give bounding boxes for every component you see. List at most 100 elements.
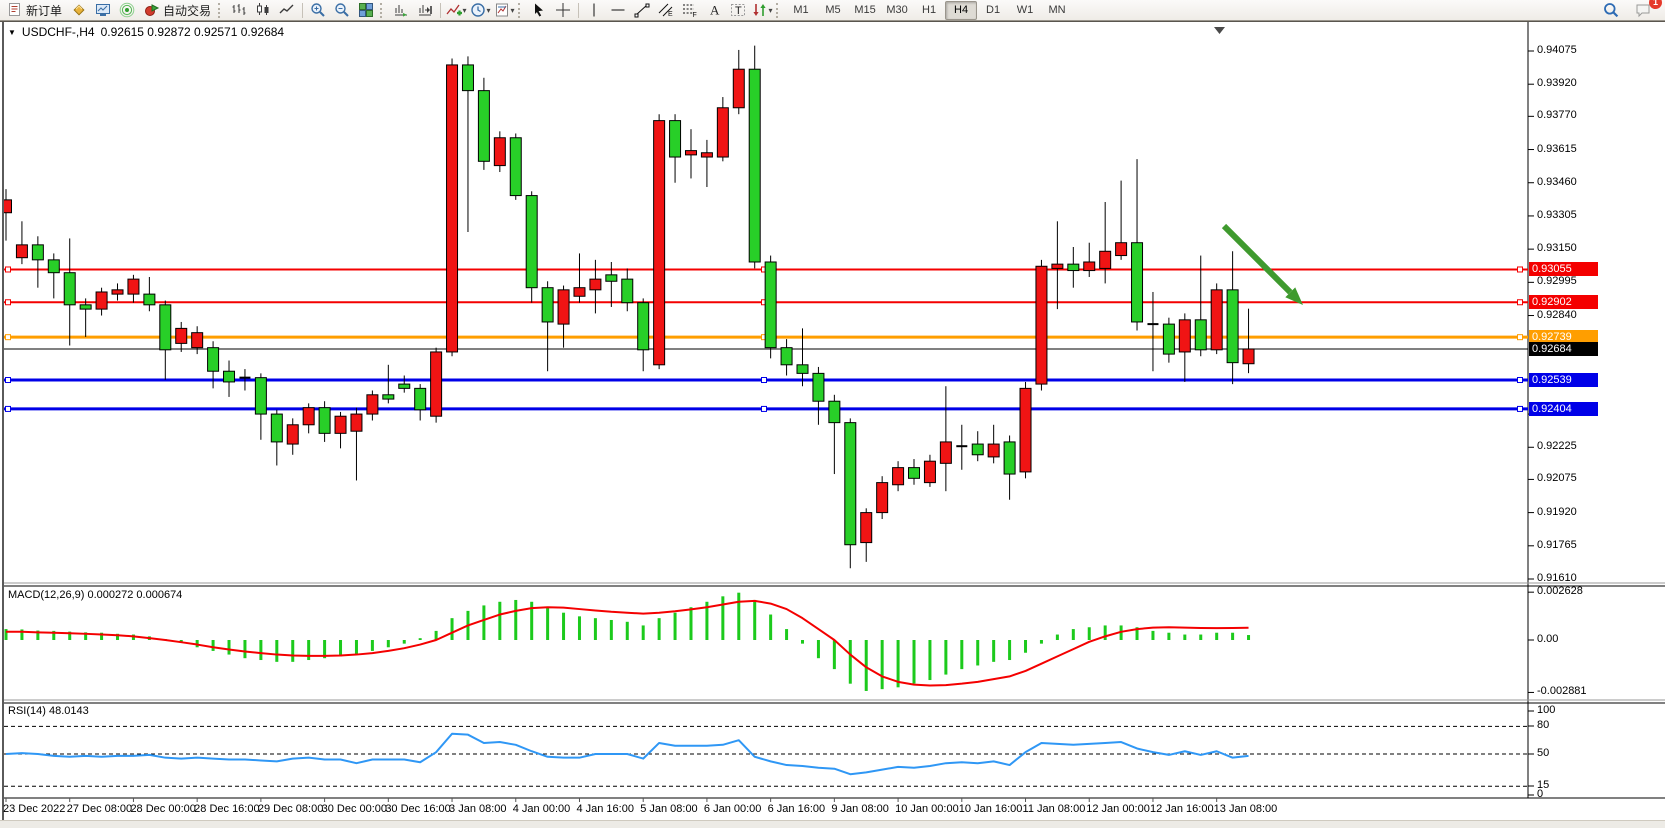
zoom-in-icon	[310, 2, 326, 18]
candle-bull	[876, 482, 889, 514]
hline-handle[interactable]	[1517, 334, 1523, 341]
macd-histogram-bar	[116, 633, 120, 640]
macd-histogram-bar	[1215, 632, 1219, 640]
toolbar-grip[interactable]	[776, 2, 782, 18]
equidistant-channel-icon[interactable]: E	[654, 0, 678, 21]
candle-bear	[1226, 289, 1239, 364]
bar-chart-icon[interactable]	[227, 0, 251, 21]
vertical-line-icon[interactable]	[582, 0, 606, 21]
hline-handle[interactable]	[1517, 266, 1523, 273]
cursor-icon[interactable]	[527, 0, 551, 21]
time-axis-label: 6 Jan 16:00	[767, 803, 826, 815]
timeframe-h1-button[interactable]: H1	[922, 4, 937, 16]
trend-arrow-annotation[interactable]	[1221, 223, 1293, 295]
hline-handle[interactable]	[1517, 377, 1523, 384]
hline-handle[interactable]	[5, 334, 11, 341]
price-tick-label: 0.91920	[1537, 505, 1577, 518]
chart-title: ▼ USDCHF-,H4 0.92615 0.92872 0.92571 0.9…	[8, 25, 284, 39]
navigator-icon[interactable]	[115, 0, 139, 21]
hline-handle[interactable]	[761, 377, 767, 384]
market-watch-icon[interactable]	[91, 0, 115, 21]
macd-histogram-bar	[370, 640, 374, 651]
chart-shift-icon[interactable]	[413, 0, 437, 21]
periods-icon	[470, 2, 486, 18]
text-icon[interactable]: A	[702, 0, 726, 21]
candle-bull	[334, 415, 347, 434]
timeframe-m30-button[interactable]: M30	[886, 4, 908, 16]
timeframe-m15-button[interactable]: M15	[854, 4, 876, 16]
timeframe-h4-button[interactable]: H4	[945, 0, 978, 20]
auto-scroll-icon[interactable]	[389, 0, 413, 21]
line-chart-icon[interactable]	[275, 0, 299, 21]
timeframe-w1-button[interactable]: W1	[1016, 4, 1034, 16]
timeframe-m5-button[interactable]: M5	[825, 4, 841, 16]
price-badge: 0.93055	[1529, 262, 1598, 277]
macd-pane-group	[4, 592, 1251, 691]
candle-bull	[1242, 348, 1255, 365]
templates-icon[interactable]: ▾	[492, 0, 516, 21]
macd-tick-label: 0.002628	[1537, 585, 1583, 598]
trendline-icon[interactable]	[630, 0, 654, 21]
price-badge: 0.92404	[1529, 401, 1598, 416]
hline-handle[interactable]	[761, 405, 767, 412]
trend-arrow-head[interactable]	[1285, 287, 1303, 305]
toolbar-grip[interactable]	[218, 2, 224, 18]
macd-histogram-bar	[944, 640, 948, 675]
text-label-icon[interactable]: T	[726, 0, 750, 21]
macd-histogram-bar	[514, 599, 518, 640]
macd-histogram-bar	[291, 640, 295, 662]
time-axis-label: 30 Dec 16:00	[385, 803, 451, 815]
timeframe-m1-button[interactable]: M1	[793, 4, 809, 16]
new-order-button[interactable]: 新订单	[2, 0, 67, 21]
rsi-tick-label: 50	[1537, 747, 1550, 759]
macd-histogram-bar	[562, 612, 566, 640]
line-icon	[279, 2, 295, 18]
auto-trading-button[interactable]: 自动交易	[139, 0, 216, 21]
candle-bear	[414, 387, 427, 411]
new-order-icon	[7, 2, 23, 18]
timeframe-d1-button[interactable]: D1	[986, 4, 1001, 16]
macd-histogram-bar	[976, 640, 980, 666]
hline-handle[interactable]	[5, 405, 11, 412]
candle-bear	[971, 443, 984, 456]
candle-bull	[446, 64, 459, 353]
tile-windows-icon[interactable]	[354, 0, 378, 21]
search-icon[interactable]	[1599, 0, 1623, 21]
price-tick-label: 0.93305	[1537, 208, 1577, 221]
hline-handle[interactable]	[1517, 405, 1523, 412]
hline-handle[interactable]	[1517, 299, 1523, 306]
svg-text:E: E	[668, 11, 673, 18]
macd-histogram-bar	[1183, 634, 1187, 640]
arrows-icon[interactable]: ▾	[750, 0, 774, 21]
periods-icon[interactable]: ▾	[468, 0, 492, 21]
chart-profile-icon[interactable]	[67, 0, 91, 21]
macd-histogram-bar	[673, 612, 677, 640]
macd-histogram-bar	[1024, 640, 1028, 653]
fibonacci-icon[interactable]: F	[678, 0, 702, 21]
toolbar-grip[interactable]	[380, 2, 386, 18]
candle-doji	[956, 445, 968, 448]
chartshift-icon	[417, 2, 433, 18]
chart-shift-marker[interactable]	[1214, 27, 1225, 34]
price-tick-label: 0.92075	[1537, 472, 1577, 485]
svg-text:A: A	[710, 3, 720, 18]
price-tick-label: 0.91610	[1537, 572, 1577, 584]
indicators-icon[interactable]: ▾	[444, 0, 468, 21]
crosshair-icon[interactable]	[551, 0, 575, 21]
zoom-in-icon[interactable]	[306, 0, 330, 21]
candle-bull	[1178, 319, 1191, 353]
chart-title-collapse-icon[interactable]: ▼	[8, 27, 16, 37]
candle-bull	[4, 199, 12, 214]
candle-bear	[143, 293, 156, 306]
hline-handle[interactable]	[5, 266, 11, 273]
notifications-button[interactable]: 1	[1631, 0, 1662, 21]
hline-handle[interactable]	[5, 377, 11, 384]
timeframe-mn-button[interactable]: MN	[1048, 4, 1066, 16]
candle-bear	[525, 195, 538, 289]
toolbar-grip[interactable]	[518, 2, 524, 18]
zoom-out-icon[interactable]	[330, 0, 354, 21]
hline-handle[interactable]	[5, 299, 11, 306]
macd-tick-label: 0.00	[1537, 633, 1559, 645]
candlestick-chart-icon[interactable]	[251, 0, 275, 21]
horizontal-line-icon[interactable]	[606, 0, 630, 21]
